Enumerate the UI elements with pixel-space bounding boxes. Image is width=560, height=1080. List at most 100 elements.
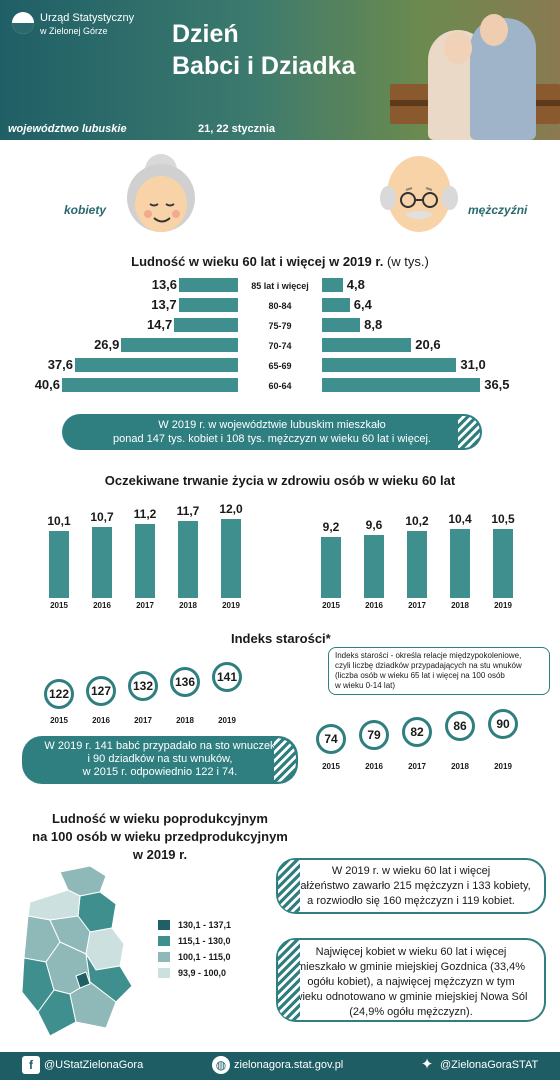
marriage-box: W 2019 r. w wieku 60 lat i więcej małżeń…	[276, 858, 546, 914]
women-life-value: 11,7	[176, 503, 200, 518]
legend-label: 93,9 - 100,0	[178, 968, 227, 978]
men-value: 4,8	[346, 277, 365, 292]
women-life-year: 2019	[222, 601, 240, 610]
legend-label: 115,1 - 130,0	[178, 936, 231, 946]
population-note-line2: ponad 147 tys. kobiet i 108 tys. mężczyz…	[113, 433, 431, 445]
twitter-icon[interactable]: ✦	[420, 1056, 434, 1073]
men-value: 6,4	[353, 297, 372, 312]
aging-note-line3: w 2015 r. odpowiednio 122 i 74.	[82, 766, 238, 778]
facebook-icon[interactable]: f	[22, 1056, 40, 1074]
grandmother-head	[444, 32, 472, 64]
title-line1: Dzień	[172, 20, 239, 48]
gmina-line3: ogółu kobiet), a najwięcej mężczyzn w ty…	[307, 976, 515, 988]
women-life-value: 11,2	[133, 507, 157, 522]
men-bar	[322, 338, 412, 352]
women-aging-badge: 136	[170, 667, 200, 697]
men-aging-year: 2018	[451, 762, 469, 771]
men-aging-badge: 74	[316, 724, 346, 754]
men-bar	[322, 278, 343, 292]
men-value: 31,0	[460, 357, 486, 372]
age-group-label: 85 lat i więcej	[251, 281, 309, 291]
men-aging-badge: 79	[359, 720, 389, 750]
gmina-stripes	[278, 940, 300, 1020]
map-title: Ludność w wieku poprodukcyjnym na 100 os…	[30, 810, 290, 864]
men-bar	[322, 378, 481, 392]
gmina-line5: (24,9% ogółu mężczyzn).	[349, 1006, 473, 1018]
globe-icon[interactable]: ◍	[212, 1056, 230, 1074]
region-label: województwo lubuskie	[8, 123, 127, 135]
women-life-value: 10,7	[90, 510, 114, 525]
facebook-link[interactable]: @UStatZielonaGora	[44, 1059, 144, 1071]
men-label: mężczyźni	[468, 203, 528, 217]
legend-label: 130,1 - 137,1	[178, 920, 232, 930]
men-life-year: 2019	[494, 601, 512, 610]
men-aging-badge: 86	[445, 711, 475, 741]
population-note-line1: W 2019 r. w województwie lubuskim mieszk…	[158, 419, 386, 431]
men-value: 36,5	[484, 377, 510, 392]
gmina-line4: wieku odnotowano w gminie miejskiej Nowa…	[294, 991, 528, 1003]
header-banner: Urząd Statystyczny w Zielonej Górze Dzie…	[0, 0, 560, 140]
page-title: Dzień Babci i Dziadka	[172, 18, 355, 82]
men-life-year: 2018	[451, 601, 469, 610]
age-group-label: 75-79	[268, 321, 292, 331]
office-name: Urząd Statystyczny w Zielonej Górze	[40, 12, 134, 38]
twitter-link[interactable]: @ZielonaGoraSTAT	[440, 1059, 539, 1071]
men-life-year: 2017	[408, 601, 426, 610]
women-bar	[179, 278, 238, 292]
men-life-value: 9,6	[365, 517, 383, 532]
men-bar	[322, 318, 361, 332]
legend-swatch	[158, 952, 170, 962]
women-value: 37,6	[47, 357, 73, 372]
women-life-bar	[135, 524, 155, 598]
office-name-line2: w Zielonej Górze	[40, 26, 108, 36]
men-aging-year: 2016	[365, 762, 383, 771]
age-group-label: 70-74	[268, 341, 292, 351]
women-aging-year: 2017	[134, 716, 152, 725]
legend-label: 100,1 - 115,0	[178, 952, 231, 962]
women-aging-year: 2019	[218, 716, 236, 725]
grandfather-face-icon	[374, 148, 464, 236]
title-line2: Babci i Dziadka	[172, 52, 356, 80]
men-life-value: 10,4	[448, 512, 472, 527]
men-bar	[322, 298, 350, 312]
women-aging-year: 2018	[176, 716, 194, 725]
women-life-value: 12,0	[219, 501, 243, 516]
gmina-line1: Najwięcej kobiet w wieku 60 lat i więcej	[315, 946, 507, 958]
legend-swatch	[158, 920, 170, 930]
women-life-bar	[92, 527, 112, 598]
men-aging-year: 2017	[408, 762, 426, 771]
women-life-bar	[221, 518, 241, 598]
men-life-year: 2016	[365, 601, 383, 610]
women-life-year: 2016	[93, 601, 111, 610]
women-aging-badge: 127	[86, 676, 116, 706]
men-aging-year: 2019	[494, 762, 512, 771]
women-bar	[62, 378, 238, 392]
women-life-year: 2018	[179, 601, 197, 610]
men-life-bar	[493, 528, 513, 598]
life-title: Oczekiwane trwanie życia w zdrowiu osób …	[104, 473, 456, 488]
men-aging-badge: 82	[402, 717, 432, 747]
population-title: Ludność w wieku 60 lat i więcej w 2019 r…	[0, 254, 560, 269]
aging-note-line1: W 2019 r. 141 babć przypadało na sto wnu…	[44, 740, 276, 752]
age-group-label: 60-64	[268, 381, 292, 391]
men-bar	[322, 358, 457, 372]
men-aging-year: 2015	[322, 762, 340, 771]
women-value: 40,6	[34, 377, 60, 392]
men-aging-badge: 90	[488, 709, 518, 739]
women-life-year: 2015	[50, 601, 68, 610]
women-bar	[121, 338, 238, 352]
women-aging-badge: 141	[212, 662, 242, 692]
women-bar	[75, 358, 238, 372]
men-value: 20,6	[415, 337, 441, 352]
population-unit: (w tys.)	[386, 254, 429, 269]
aging-footnote-box: Indeks starości - określa relacje między…	[328, 647, 550, 695]
women-value: 14,7	[146, 317, 173, 332]
website-link[interactable]: zielonagora.stat.gov.pl	[234, 1059, 344, 1071]
women-life-year: 2017	[136, 601, 154, 610]
gmina-box: Najwięcej kobiet w wieku 60 lat i więcej…	[276, 938, 546, 1022]
men-life-bar	[450, 529, 470, 598]
legend-swatch	[158, 968, 170, 978]
women-value: 13,6	[151, 277, 178, 292]
aging-footnote-line1: Indeks starości - określa relacje między…	[335, 651, 522, 660]
men-life-year: 2015	[322, 601, 340, 610]
